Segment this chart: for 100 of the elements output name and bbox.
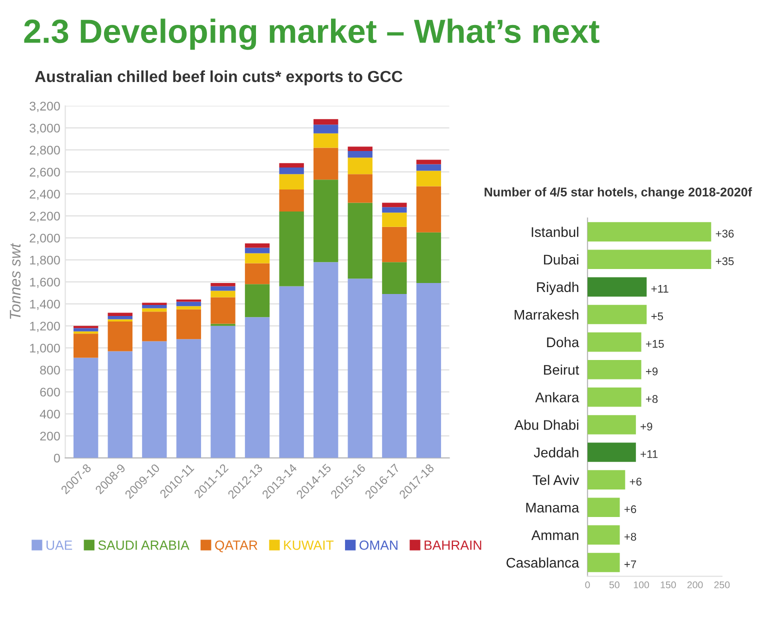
bar bbox=[314, 119, 338, 125]
y-tick-label: 0 bbox=[54, 454, 60, 463]
bar bbox=[348, 278, 372, 458]
bar bbox=[416, 232, 442, 284]
bar bbox=[210, 290, 236, 298]
chart-title: Number of 4/5 star hotels, change 2018-2020f bbox=[484, 187, 752, 199]
y-tick-label: Tel Aviv bbox=[532, 474, 580, 485]
bar bbox=[176, 306, 202, 310]
legend-label: BAHRAIN bbox=[424, 540, 482, 550]
y-tick-label: Istanbul bbox=[532, 226, 578, 237]
legend-label: OMAN bbox=[360, 540, 398, 550]
bar bbox=[142, 305, 167, 308]
x-tick-label: 150 bbox=[660, 581, 676, 588]
bar bbox=[588, 415, 636, 434]
bar bbox=[74, 328, 98, 332]
bar bbox=[108, 312, 132, 316]
y-tick-label: 2,000 bbox=[30, 234, 60, 244]
bar bbox=[588, 442, 636, 462]
y-tick-label: 1,800 bbox=[30, 256, 60, 266]
bar bbox=[244, 284, 270, 318]
y-tick-label: 800 bbox=[40, 366, 60, 375]
bar bbox=[176, 339, 202, 458]
bar bbox=[348, 146, 372, 152]
bar bbox=[279, 168, 304, 174]
bar bbox=[588, 304, 647, 324]
bar bbox=[74, 326, 98, 328]
y-tick-label: Marrakesh bbox=[514, 309, 578, 320]
y-tick-label: 600 bbox=[40, 388, 60, 397]
annotation: +7 bbox=[624, 560, 636, 568]
y-tick-label: Doha bbox=[547, 337, 580, 348]
annotation: +35 bbox=[716, 257, 734, 266]
annotation: +9 bbox=[640, 422, 652, 430]
y-tick-label: 1,200 bbox=[30, 322, 60, 332]
legend-label: KUWAIT bbox=[284, 540, 334, 550]
bar bbox=[314, 180, 338, 262]
bar bbox=[210, 297, 236, 324]
y-tick-label: Amman bbox=[531, 530, 578, 540]
legend-label: UAE bbox=[46, 540, 72, 550]
legend-label: SAUDI ARABIA bbox=[98, 540, 190, 550]
bar bbox=[142, 302, 167, 306]
bar bbox=[244, 253, 270, 264]
y-tick-label: Ankara bbox=[535, 392, 580, 402]
bar bbox=[382, 202, 407, 208]
bar bbox=[279, 190, 304, 212]
bar bbox=[588, 360, 642, 380]
bar bbox=[348, 151, 372, 158]
annotation: +36 bbox=[716, 230, 734, 238]
bar bbox=[416, 283, 442, 458]
y-tick-label: 3,000 bbox=[30, 124, 60, 134]
x-tick-label: 100 bbox=[634, 581, 650, 588]
bar bbox=[108, 322, 132, 352]
chart-subtitle: Australian chilled beef loin cuts* exports to GCC bbox=[34, 70, 402, 86]
y-tick-label: Riyadh bbox=[537, 282, 578, 295]
bar bbox=[588, 222, 712, 242]
y-tick-label: Casablanca bbox=[506, 557, 580, 568]
bar bbox=[382, 207, 407, 213]
y-tick-label: 2,800 bbox=[30, 146, 60, 156]
bar bbox=[588, 498, 620, 518]
bar bbox=[142, 312, 167, 342]
annotation: +9 bbox=[646, 368, 658, 376]
bar bbox=[588, 277, 647, 297]
bar bbox=[142, 341, 167, 458]
y-tick-label: 2,200 bbox=[30, 212, 60, 222]
bar bbox=[382, 262, 407, 294]
annotation: +6 bbox=[624, 505, 636, 514]
annotation: +15 bbox=[646, 340, 664, 348]
annotation: +5 bbox=[651, 312, 664, 320]
bar bbox=[108, 351, 132, 458]
bar bbox=[588, 332, 642, 352]
bar bbox=[142, 308, 167, 312]
y-tick-label: 2,400 bbox=[30, 190, 60, 200]
bar bbox=[348, 174, 372, 203]
y-tick-label: 1,000 bbox=[30, 344, 60, 354]
x-tick-label: 200 bbox=[687, 581, 703, 588]
x-tick-label: 0 bbox=[585, 581, 590, 588]
bar bbox=[588, 525, 620, 545]
bar bbox=[416, 186, 442, 232]
annotation: +8 bbox=[624, 532, 636, 541]
bar bbox=[176, 302, 202, 306]
bar bbox=[176, 309, 202, 340]
y-tick-label: Beirut bbox=[544, 364, 580, 375]
bar bbox=[210, 286, 236, 291]
y-tick-label: 1,600 bbox=[30, 278, 60, 288]
bar bbox=[382, 294, 407, 458]
y-tick-label: Manama bbox=[526, 502, 580, 513]
y-axis-title: Tonnes swt bbox=[10, 243, 21, 319]
y-tick-label: 1,400 bbox=[30, 300, 60, 310]
bar bbox=[588, 250, 712, 270]
bar bbox=[244, 243, 270, 248]
bar bbox=[348, 202, 372, 279]
bar bbox=[279, 174, 304, 190]
chart-title: 2.3 Developing market – What’s next bbox=[24, 18, 600, 50]
bar bbox=[108, 316, 132, 320]
y-tick-label: Dubai bbox=[544, 254, 578, 265]
x-tick-label: 250 bbox=[714, 581, 730, 588]
bar bbox=[210, 326, 236, 458]
bar bbox=[108, 319, 132, 322]
annotation: +6 bbox=[630, 478, 642, 486]
y-tick-label: 2,600 bbox=[30, 168, 60, 178]
bar bbox=[588, 388, 642, 407]
